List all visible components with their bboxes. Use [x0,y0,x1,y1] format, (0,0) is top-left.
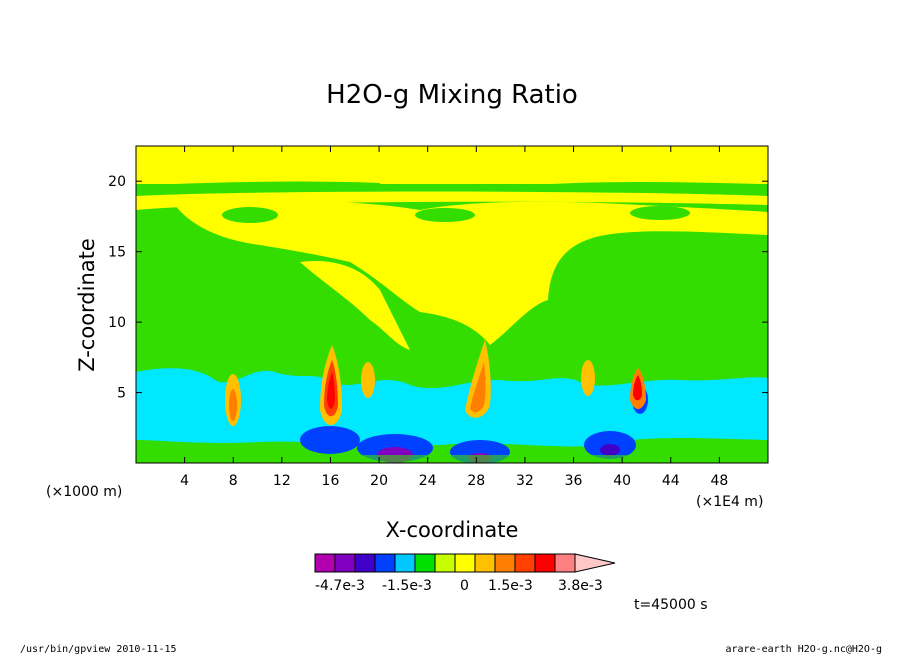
blue-core-1 [300,426,360,454]
chart-title: H2O-g Mixing Ratio [326,80,578,110]
colorbar-swatch [314,553,336,573]
plume-3 [361,362,375,398]
streak-1 [150,181,380,192]
colorbar-swatch [554,553,576,573]
x-tick-label: 36 [565,473,583,489]
colorbar-swatch [494,553,516,573]
x-tick-label: 20 [370,473,388,489]
indigo-core [600,444,620,456]
colorbar-label: -1.5e-3 [382,578,432,594]
y-tick-label: 5 [117,386,126,402]
x-tick-label: 32 [516,473,534,489]
footer-right: arare-earth_H2O-g.nc@H2O-g [725,644,882,654]
island-3 [630,206,690,220]
x-tick-label: 12 [273,473,291,489]
colorbar-label: 1.5e-3 [488,578,533,594]
plume-2-core [327,372,335,409]
plume-1-core [229,389,237,421]
footer-left: /usr/bin/gpview 2010-11-15 [20,644,177,654]
x-tick-label: 44 [662,473,680,489]
x-tick-label: 24 [419,473,437,489]
colorbar-label: 0 [460,578,469,594]
streak-2 [520,182,760,192]
plume-4-core [470,362,486,413]
colorbar-swatch [394,553,416,573]
y-tick-label: 20 [108,174,126,190]
yellow-tongue [300,260,410,350]
colorbar-swatch [374,553,396,573]
y-tick-label: 10 [108,315,126,331]
yellow-band-2 [136,191,768,210]
contour-field [136,146,768,463]
island-2 [415,208,475,222]
colorbar-labels: -4.7e-3 -1.5e-3 0 1.5e-3 3.8e-3 [315,578,603,594]
x-unit-label: (×1000 m) [46,484,122,500]
colorbar-swatch [514,553,536,573]
y-axis-ticks: 5 10 15 20 [108,174,768,402]
y-tick-label: 15 [108,245,126,261]
plume-6-core [633,375,642,401]
surface-layer [136,455,768,463]
x-tick-label: 40 [613,473,631,489]
field-yellow-top [136,146,768,184]
colorbar-label: 3.8e-3 [558,578,603,594]
x-axis-ticks: 4 8 12 16 20 24 28 32 36 40 44 48 [180,146,728,489]
x-tick-label: 28 [467,473,485,489]
yellow-central [175,201,768,345]
colorbar-swatch [474,553,496,573]
x-tick-label: 48 [710,473,728,489]
colorbar-label: -4.7e-3 [315,578,365,594]
colorbar-swatch [434,553,456,573]
colorbar-swatch [414,553,436,573]
x-tick-label: 8 [229,473,238,489]
time-label: t=45000 s [634,597,708,613]
colorbar-swatch [334,553,356,573]
plume-5 [581,360,595,396]
plot-frame [135,145,769,464]
x-axis-title: X-coordinate [386,518,519,542]
colorbar-swatch [354,553,376,573]
y-axis-title: Z-coordinate [75,238,99,372]
island-1 [222,207,278,223]
colorbar-arrow [574,553,616,573]
colorbar-swatch [454,553,476,573]
colorbar-swatch [534,553,556,573]
x-extra-unit-label: (×1E4 m) [696,494,763,510]
colorbar [314,553,616,573]
x-tick-label: 16 [322,473,340,489]
x-tick-label: 4 [180,473,189,489]
cyan-band [136,368,768,447]
